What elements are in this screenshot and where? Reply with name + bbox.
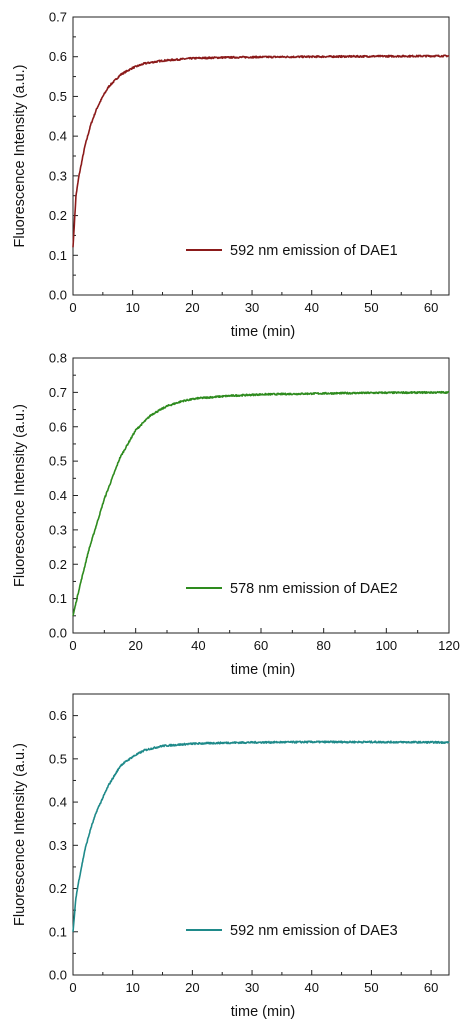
x-tick-label: 60 (424, 980, 438, 995)
y-tick-label: 0.2 (49, 881, 67, 896)
series-line-1 (72, 390, 450, 616)
y-tick-label: 0.6 (49, 49, 67, 64)
y-tick-label: 0.2 (49, 557, 67, 572)
x-axis-title: time (min) (231, 1004, 295, 1020)
x-tick-label: 40 (191, 638, 205, 653)
x-tick-label: 50 (364, 980, 378, 995)
x-tick-label: 40 (304, 980, 318, 995)
legend-label: 578 nm emission of DAE2 (230, 581, 398, 597)
x-tick-label: 120 (438, 638, 460, 653)
x-tick-label: 40 (304, 300, 318, 315)
legend-label: 592 nm emission of DAE3 (230, 923, 398, 939)
y-tick-label: 0.1 (49, 591, 67, 606)
x-tick-label: 20 (185, 980, 199, 995)
series-line-1 (72, 740, 450, 932)
y-axis-title: Fluorescence Intensity (a.u.) (12, 404, 28, 587)
x-tick-label: 20 (128, 638, 142, 653)
x-axis-title: time (min) (231, 324, 295, 340)
y-tick-label: 0.5 (49, 751, 67, 766)
y-tick-label: 0.4 (49, 129, 67, 144)
x-tick-label: 0 (69, 638, 76, 653)
y-axis-title: Fluorescence Intensity (a.u.) (12, 743, 28, 926)
x-tick-label: 80 (316, 638, 330, 653)
y-tick-label: 0.0 (49, 626, 67, 641)
y-tick-label: 0.6 (49, 708, 67, 723)
y-tick-label: 0.1 (49, 924, 67, 939)
y-tick-label: 0.3 (49, 522, 67, 537)
x-tick-label: 30 (245, 980, 259, 995)
y-tick-label: 0.0 (49, 968, 67, 983)
x-tick-label: 10 (125, 300, 139, 315)
plot-frame (72, 693, 450, 976)
x-tick-label: 50 (364, 300, 378, 315)
y-tick-label: 0.6 (49, 419, 67, 434)
legend-label: 592 nm emission of DAE1 (230, 243, 398, 259)
chart-panel-1: 0 10 20 30 40 50 60 0.0 0.1 0.2 0.3 0.4 0.5 0.6 0.7 tim… (12, 10, 450, 340)
y-tick-label: 0.5 (49, 89, 67, 104)
x-axis-title: time (min) (231, 662, 295, 678)
series-line-1 (72, 54, 450, 248)
y-tick-label: 0.5 (49, 454, 67, 469)
y-tick-label: 0.2 (49, 208, 67, 223)
chart-panel-2: 0 20 40 60 80 100 120 0.0 0.1 0.2 0.3 0.4 0.5 0.6 0.7 0… (12, 351, 460, 679)
y-tick-label: 0.4 (49, 488, 67, 503)
x-tick-label: 60 (424, 300, 438, 315)
y-tick-label: 0.3 (49, 168, 67, 183)
x-tick-label: 20 (185, 300, 199, 315)
x-tick-label: 60 (254, 638, 268, 653)
y-tick-label: 0.7 (49, 385, 67, 400)
y-tick-label: 0.7 (49, 10, 67, 25)
y-tick-label: 0.1 (49, 248, 67, 263)
x-tick-label: 0 (69, 980, 76, 995)
chart-panel-3: 0 10 20 30 40 50 60 0.0 0.1 0.2 0.3 0.4 0.5 0.6 time (… (12, 693, 450, 1020)
y-tick-label: 0.0 (49, 288, 67, 303)
x-tick-label: 30 (245, 300, 259, 315)
y-tick-label: 0.3 (49, 838, 67, 853)
x-tick-label: 100 (375, 638, 397, 653)
y-axis-title: Fluorescence Intensity (a.u.) (12, 65, 28, 248)
y-tick-label: 0.8 (49, 351, 67, 366)
x-tick-label: 0 (69, 300, 76, 315)
y-tick-label: 0.4 (49, 795, 67, 810)
x-tick-label: 10 (125, 980, 139, 995)
